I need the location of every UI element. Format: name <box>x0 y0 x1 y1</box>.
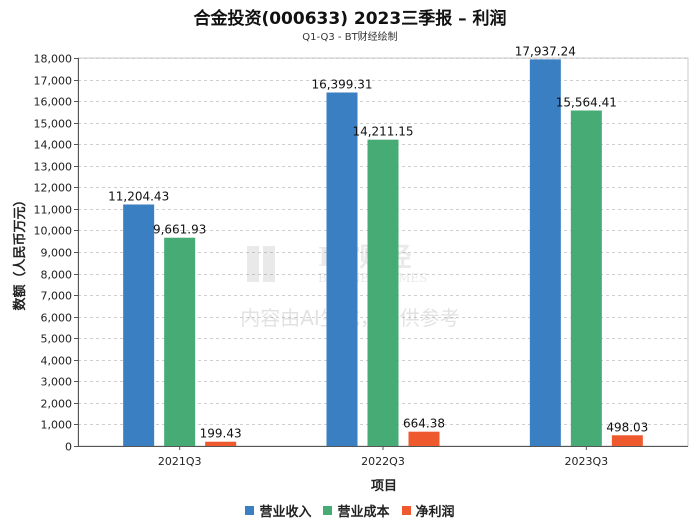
y-tick-label: 4,000 <box>41 355 73 368</box>
y-tick-label: 7,000 <box>41 290 73 303</box>
y-tick-label: 14,000 <box>34 139 73 152</box>
chart-subtitle: Q1-Q3 - BT财经绘制 <box>302 32 398 43</box>
legend-label: 净利润 <box>415 505 455 520</box>
bar-value-label: 16,399.31 <box>311 78 372 92</box>
legend-label: 营业收入 <box>259 505 312 520</box>
bar <box>164 237 196 446</box>
bar-value-label: 17,937.24 <box>515 44 576 58</box>
bar <box>367 139 399 446</box>
bar <box>205 441 237 446</box>
y-tick-label: 2,000 <box>41 398 73 411</box>
watermark-logo-mark <box>247 246 259 282</box>
bar-value-label: 498.03 <box>606 420 648 434</box>
legend-item: 净利润 <box>401 501 455 520</box>
bar-value-label: 14,211.15 <box>352 125 413 139</box>
bar <box>570 110 602 447</box>
y-tick-label: 12,000 <box>34 182 73 195</box>
y-tick-label: 11,000 <box>34 204 73 217</box>
bar-value-label: 664.38 <box>403 417 445 431</box>
bar <box>529 59 561 447</box>
bar <box>123 204 155 446</box>
bar-value-label: 11,204.43 <box>108 189 169 203</box>
bar-value-label: 199.43 <box>200 427 242 441</box>
y-tick-label: 3,000 <box>41 376 73 389</box>
y-tick-label: 5,000 <box>41 333 73 346</box>
x-tick-label: 2023Q3 <box>565 455 609 468</box>
data-labels: 11,204.43 9,661.93 199.43 16,399.31 14,211.1… <box>108 44 648 440</box>
y-tick-label: 8,000 <box>41 269 73 282</box>
legend: 营业收入 营业成本 净利润 <box>0 501 700 520</box>
y-tick-label: 16,000 <box>34 96 73 109</box>
y-tick-label: 10,000 <box>34 225 73 238</box>
bars <box>123 59 643 447</box>
x-tick-label: 2022Q3 <box>361 455 405 468</box>
y-tick-label: 18,000 <box>34 53 73 66</box>
y-tick-label: 9,000 <box>41 247 73 260</box>
y-axis-label: 数额（人民币万元） <box>12 193 28 310</box>
legend-swatch <box>323 506 333 515</box>
legend-swatch <box>401 506 411 515</box>
bar-value-label: 9,661.93 <box>153 223 206 237</box>
bar <box>611 435 643 446</box>
chart-title: 合金投资(000633) 2023三季报 – 利润 <box>193 9 507 29</box>
legend-swatch <box>245 506 255 515</box>
x-tick-label: 2021Q3 <box>158 455 202 468</box>
y-tick-label: 1,000 <box>41 419 73 432</box>
watermark-logo-mark <box>263 246 275 282</box>
legend-label: 营业成本 <box>337 505 390 520</box>
y-tick-label: 6,000 <box>41 312 73 325</box>
legend-item: 营业收入 <box>245 501 311 520</box>
bar-value-label: 15,564.41 <box>556 96 617 110</box>
bar <box>326 92 358 447</box>
legend-item: 营业成本 <box>323 501 390 520</box>
bar <box>408 431 440 446</box>
y-tick-label: 17,000 <box>34 75 73 88</box>
y-tick-label: 13,000 <box>34 161 73 174</box>
axes: 0 1,000 2,000 3,000 4,000 5,000 6,000 7,000 8,00… <box>34 53 688 468</box>
x-axis-label: 项目 <box>371 479 397 494</box>
y-tick-label: 15,000 <box>34 118 73 131</box>
y-tick-label: 0 <box>65 441 72 454</box>
